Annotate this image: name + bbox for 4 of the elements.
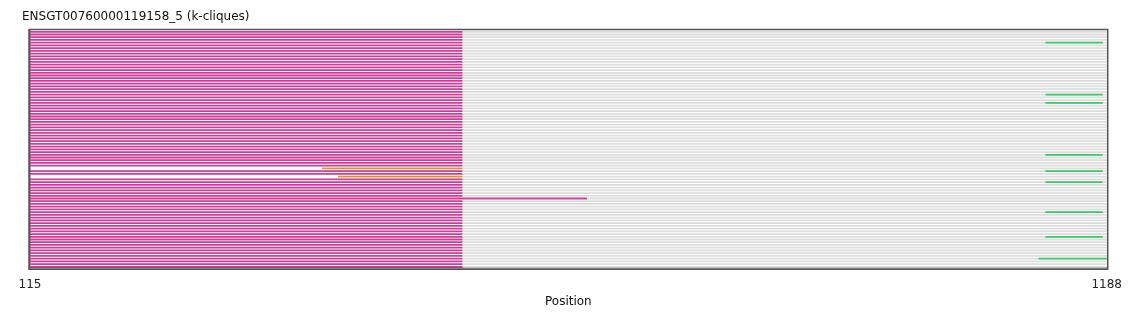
x-tick-label: 1188 [1091,276,1122,291]
x-tick-label: 115 [18,276,42,291]
x-axis-title: Position [545,293,592,308]
chart-title: ENSGT00760000119158_5 (k-cliques) [22,9,250,24]
